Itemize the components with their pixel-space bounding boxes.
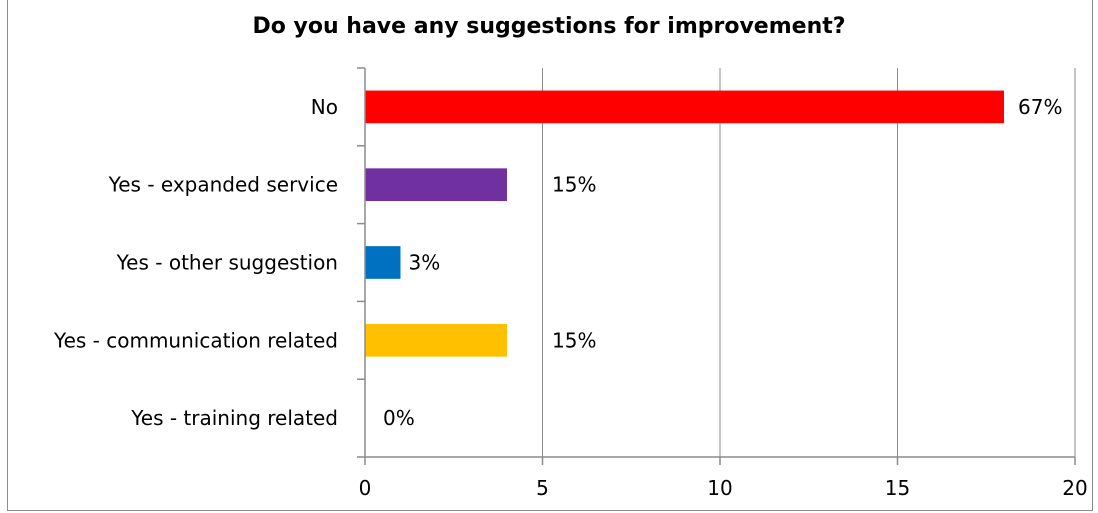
category-label-4: Yes - training related <box>130 406 338 430</box>
data-label-1: 15% <box>552 173 596 197</box>
bar-1 <box>365 168 507 202</box>
x-tick-label-10: 10 <box>707 476 732 500</box>
chart-frame <box>7 0 1093 511</box>
x-tick-label-20: 20 <box>1062 476 1087 500</box>
chart-title: Do you have any suggestions for improvem… <box>252 14 846 39</box>
bar-3 <box>365 323 507 357</box>
category-label-0: No <box>311 95 338 119</box>
data-label-0: 67% <box>1018 95 1062 119</box>
bars <box>365 90 1004 357</box>
category-label-3: Yes - communication related <box>53 328 338 352</box>
data-label-3: 15% <box>552 328 596 352</box>
axes <box>357 67 1076 465</box>
bar-0 <box>365 90 1004 124</box>
gridlines <box>542 68 1076 457</box>
data-label-2: 3% <box>409 251 441 275</box>
x-tick-label-15: 15 <box>885 476 910 500</box>
x-tick-label-0: 0 <box>359 476 372 500</box>
data-label-4: 0% <box>383 406 415 430</box>
category-label-2: Yes - other suggestion <box>116 251 338 275</box>
category-label-1: Yes - expanded service <box>108 173 338 197</box>
bar-2 <box>365 246 401 279</box>
x-tick-label-5: 5 <box>536 476 549 500</box>
labels: No 67% Yes - expanded service 15% Yes - othe… <box>53 95 1088 500</box>
